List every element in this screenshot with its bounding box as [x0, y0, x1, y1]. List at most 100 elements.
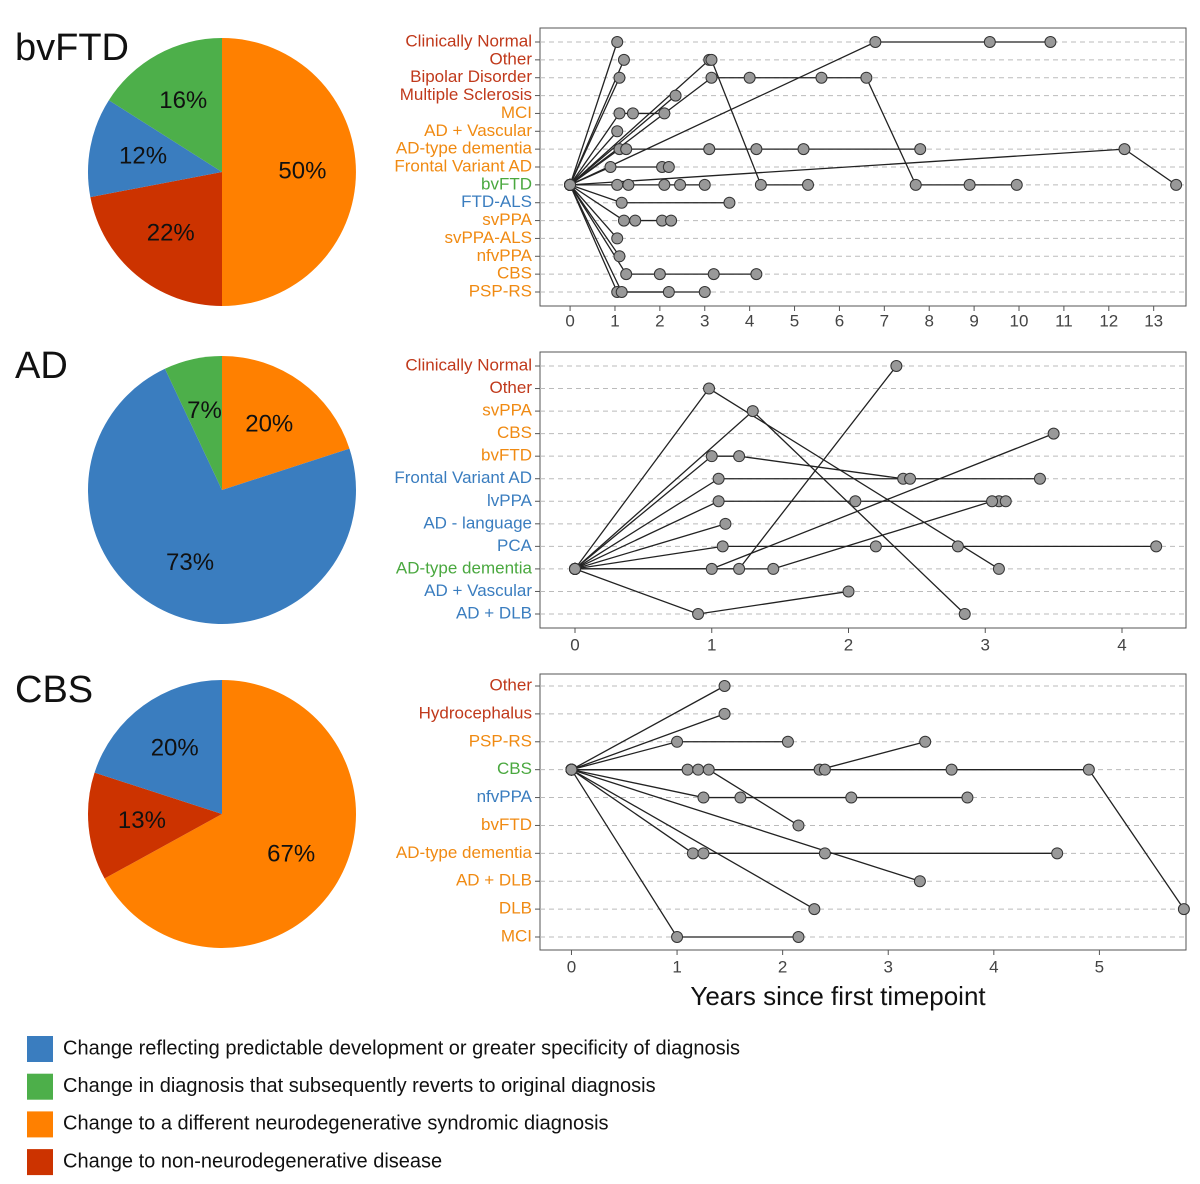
y-tick-label: Other [489, 675, 532, 694]
trajectory-line [571, 769, 815, 910]
pie-label: 12% [119, 142, 167, 169]
point [692, 608, 705, 620]
trajectory-line [569, 95, 676, 186]
point [818, 763, 831, 776]
point [909, 178, 922, 191]
plot-frame [539, 351, 1187, 629]
point [723, 196, 736, 209]
trajectory-line [571, 769, 1185, 910]
trajectory-line [569, 184, 618, 239]
x-tick-label: 0 [567, 957, 576, 976]
pie-slice [87, 368, 356, 624]
x-tick-label: 1 [610, 311, 619, 330]
pie-label: 20% [245, 410, 293, 437]
legend-swatch [27, 1111, 53, 1138]
trajectory-line [569, 77, 1017, 186]
point [613, 71, 626, 84]
trajectory-line [569, 130, 618, 186]
point [613, 250, 626, 263]
y-tick-label: CBS [497, 264, 532, 283]
trajectory-line [574, 523, 726, 570]
point [697, 791, 710, 804]
x-tick-label: 8 [924, 311, 933, 330]
x-axis-label: Years since first timepoint [690, 981, 986, 1011]
point [792, 819, 805, 832]
point [890, 360, 903, 372]
x-tick-label: 13 [1144, 311, 1163, 330]
x-tick-label: 4 [1117, 635, 1126, 654]
point [611, 125, 624, 138]
point [963, 178, 976, 191]
point [617, 53, 630, 66]
point [913, 875, 926, 888]
point [705, 53, 718, 66]
y-tick-label: AD + DLB [456, 603, 532, 622]
point [565, 763, 578, 776]
x-tick-label: 11 [1055, 311, 1073, 330]
point [712, 472, 725, 485]
pie-label: 16% [159, 87, 207, 114]
y-tick-label: DLB [499, 899, 532, 918]
pie-slice [104, 680, 356, 949]
x-tick-label: 10 [1010, 311, 1029, 330]
x-tick-label: 1 [672, 957, 681, 976]
point [815, 71, 828, 84]
pie-label: 20% [151, 734, 199, 761]
x-tick-label: 5 [1095, 957, 1104, 976]
y-tick-label: nfvPPA [477, 246, 533, 265]
pie-label: 13% [118, 807, 166, 834]
y-tick-label: PSP-RS [469, 281, 532, 300]
point [698, 286, 711, 298]
plot-frame [539, 673, 1187, 951]
point [716, 540, 729, 553]
y-tick-label: CBS [497, 423, 532, 442]
x-tick-label: 9 [969, 311, 978, 330]
x-tick-label: 2 [655, 311, 664, 330]
point [665, 214, 678, 227]
x-tick-label: 7 [880, 311, 889, 330]
point [611, 178, 624, 191]
point [808, 903, 821, 916]
trajectory-line [569, 41, 618, 186]
x-tick-label: 2 [844, 635, 853, 654]
point [754, 178, 767, 191]
y-tick-label: Other [489, 49, 532, 68]
x-tick-label: 2 [778, 957, 787, 976]
trajectory-line [574, 545, 1157, 570]
y-tick-label: CBS [497, 759, 532, 778]
pie-slice [164, 356, 222, 490]
trajectory-line [571, 769, 968, 799]
point [613, 107, 626, 120]
legend-swatch [27, 1036, 53, 1062]
point [743, 71, 756, 84]
point [669, 89, 682, 102]
point [662, 161, 675, 173]
point [718, 680, 731, 692]
pie-slice [108, 38, 222, 172]
pie-label: 50% [278, 157, 326, 184]
point [849, 495, 862, 508]
point [919, 735, 932, 748]
x-tick-label: 3 [700, 311, 709, 330]
point [842, 585, 855, 598]
y-tick-label: Bipolar Disorder [410, 67, 532, 86]
point [999, 495, 1012, 508]
y-tick-label: Frontal Variant AD [394, 468, 532, 487]
y-tick-label: Hydrocephalus [419, 703, 532, 722]
point [718, 707, 731, 720]
point [671, 735, 684, 748]
point [698, 178, 711, 191]
point [658, 107, 671, 120]
point [705, 450, 718, 463]
point [611, 36, 624, 48]
y-tick-label: AD-type dementia [396, 558, 533, 577]
x-tick-label: 3 [981, 635, 990, 654]
point [1177, 903, 1190, 916]
pie-label: 67% [267, 840, 315, 867]
pie-slice [222, 356, 350, 490]
y-tick-label: FTD-ALS [461, 192, 532, 211]
point [733, 562, 746, 575]
x-tick-label: 4 [745, 311, 754, 330]
point [869, 540, 882, 553]
point [1033, 472, 1046, 485]
